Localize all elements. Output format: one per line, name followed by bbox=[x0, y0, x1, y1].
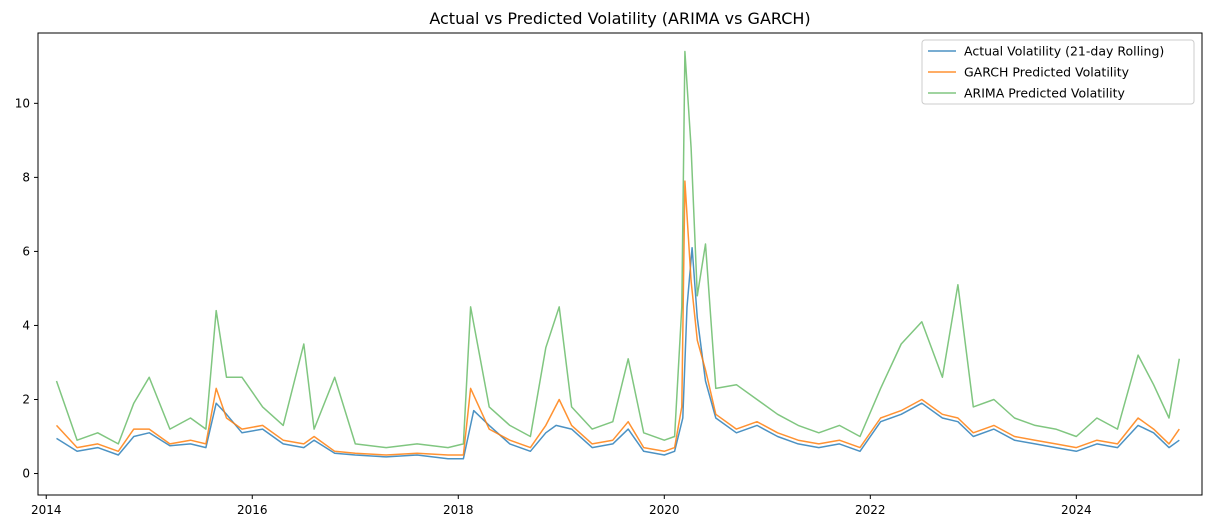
x-tick-label: 2018 bbox=[443, 503, 474, 517]
chart-title: Actual vs Predicted Volatility (ARIMA vs… bbox=[429, 9, 810, 28]
x-axis: 2014 2016 2018 2020 2022 2024 bbox=[31, 495, 1092, 517]
y-tick-label: 0 bbox=[22, 467, 30, 481]
x-tick-label: 2014 bbox=[31, 503, 62, 517]
x-tick-label: 2022 bbox=[855, 503, 886, 517]
series-line-3 bbox=[55, 50, 1181, 449]
legend: Actual Volatility (21-day Rolling) GARCH … bbox=[921, 39, 1195, 105]
y-axis: 0 2 4 6 8 10 bbox=[15, 96, 38, 481]
x-tick-label: 2020 bbox=[649, 503, 680, 517]
series-layer bbox=[55, 50, 1181, 460]
legend-label-1: Actual Volatility (21-day Rolling) bbox=[964, 44, 1164, 59]
series-line-2 bbox=[55, 180, 1180, 456]
axes-frame bbox=[37, 32, 1203, 496]
x-tick-label: 2024 bbox=[1061, 503, 1092, 517]
series-line-1 bbox=[56, 246, 1180, 460]
y-tick-label: 6 bbox=[22, 244, 30, 258]
y-tick-label: 10 bbox=[15, 96, 30, 110]
legend-label-2: GARCH Predicted Volatility bbox=[964, 65, 1130, 80]
y-tick-label: 2 bbox=[22, 392, 30, 406]
legend-box bbox=[921, 39, 1195, 105]
legend-label-3: ARIMA Predicted Volatility bbox=[964, 86, 1125, 101]
x-tick-label: 2016 bbox=[237, 503, 268, 517]
y-tick-label: 8 bbox=[22, 170, 30, 184]
plot-area: 2014 2016 2018 2020 2022 2024 0 2 4 6 8 10 bbox=[15, 32, 1203, 517]
y-tick-label: 4 bbox=[22, 318, 30, 332]
